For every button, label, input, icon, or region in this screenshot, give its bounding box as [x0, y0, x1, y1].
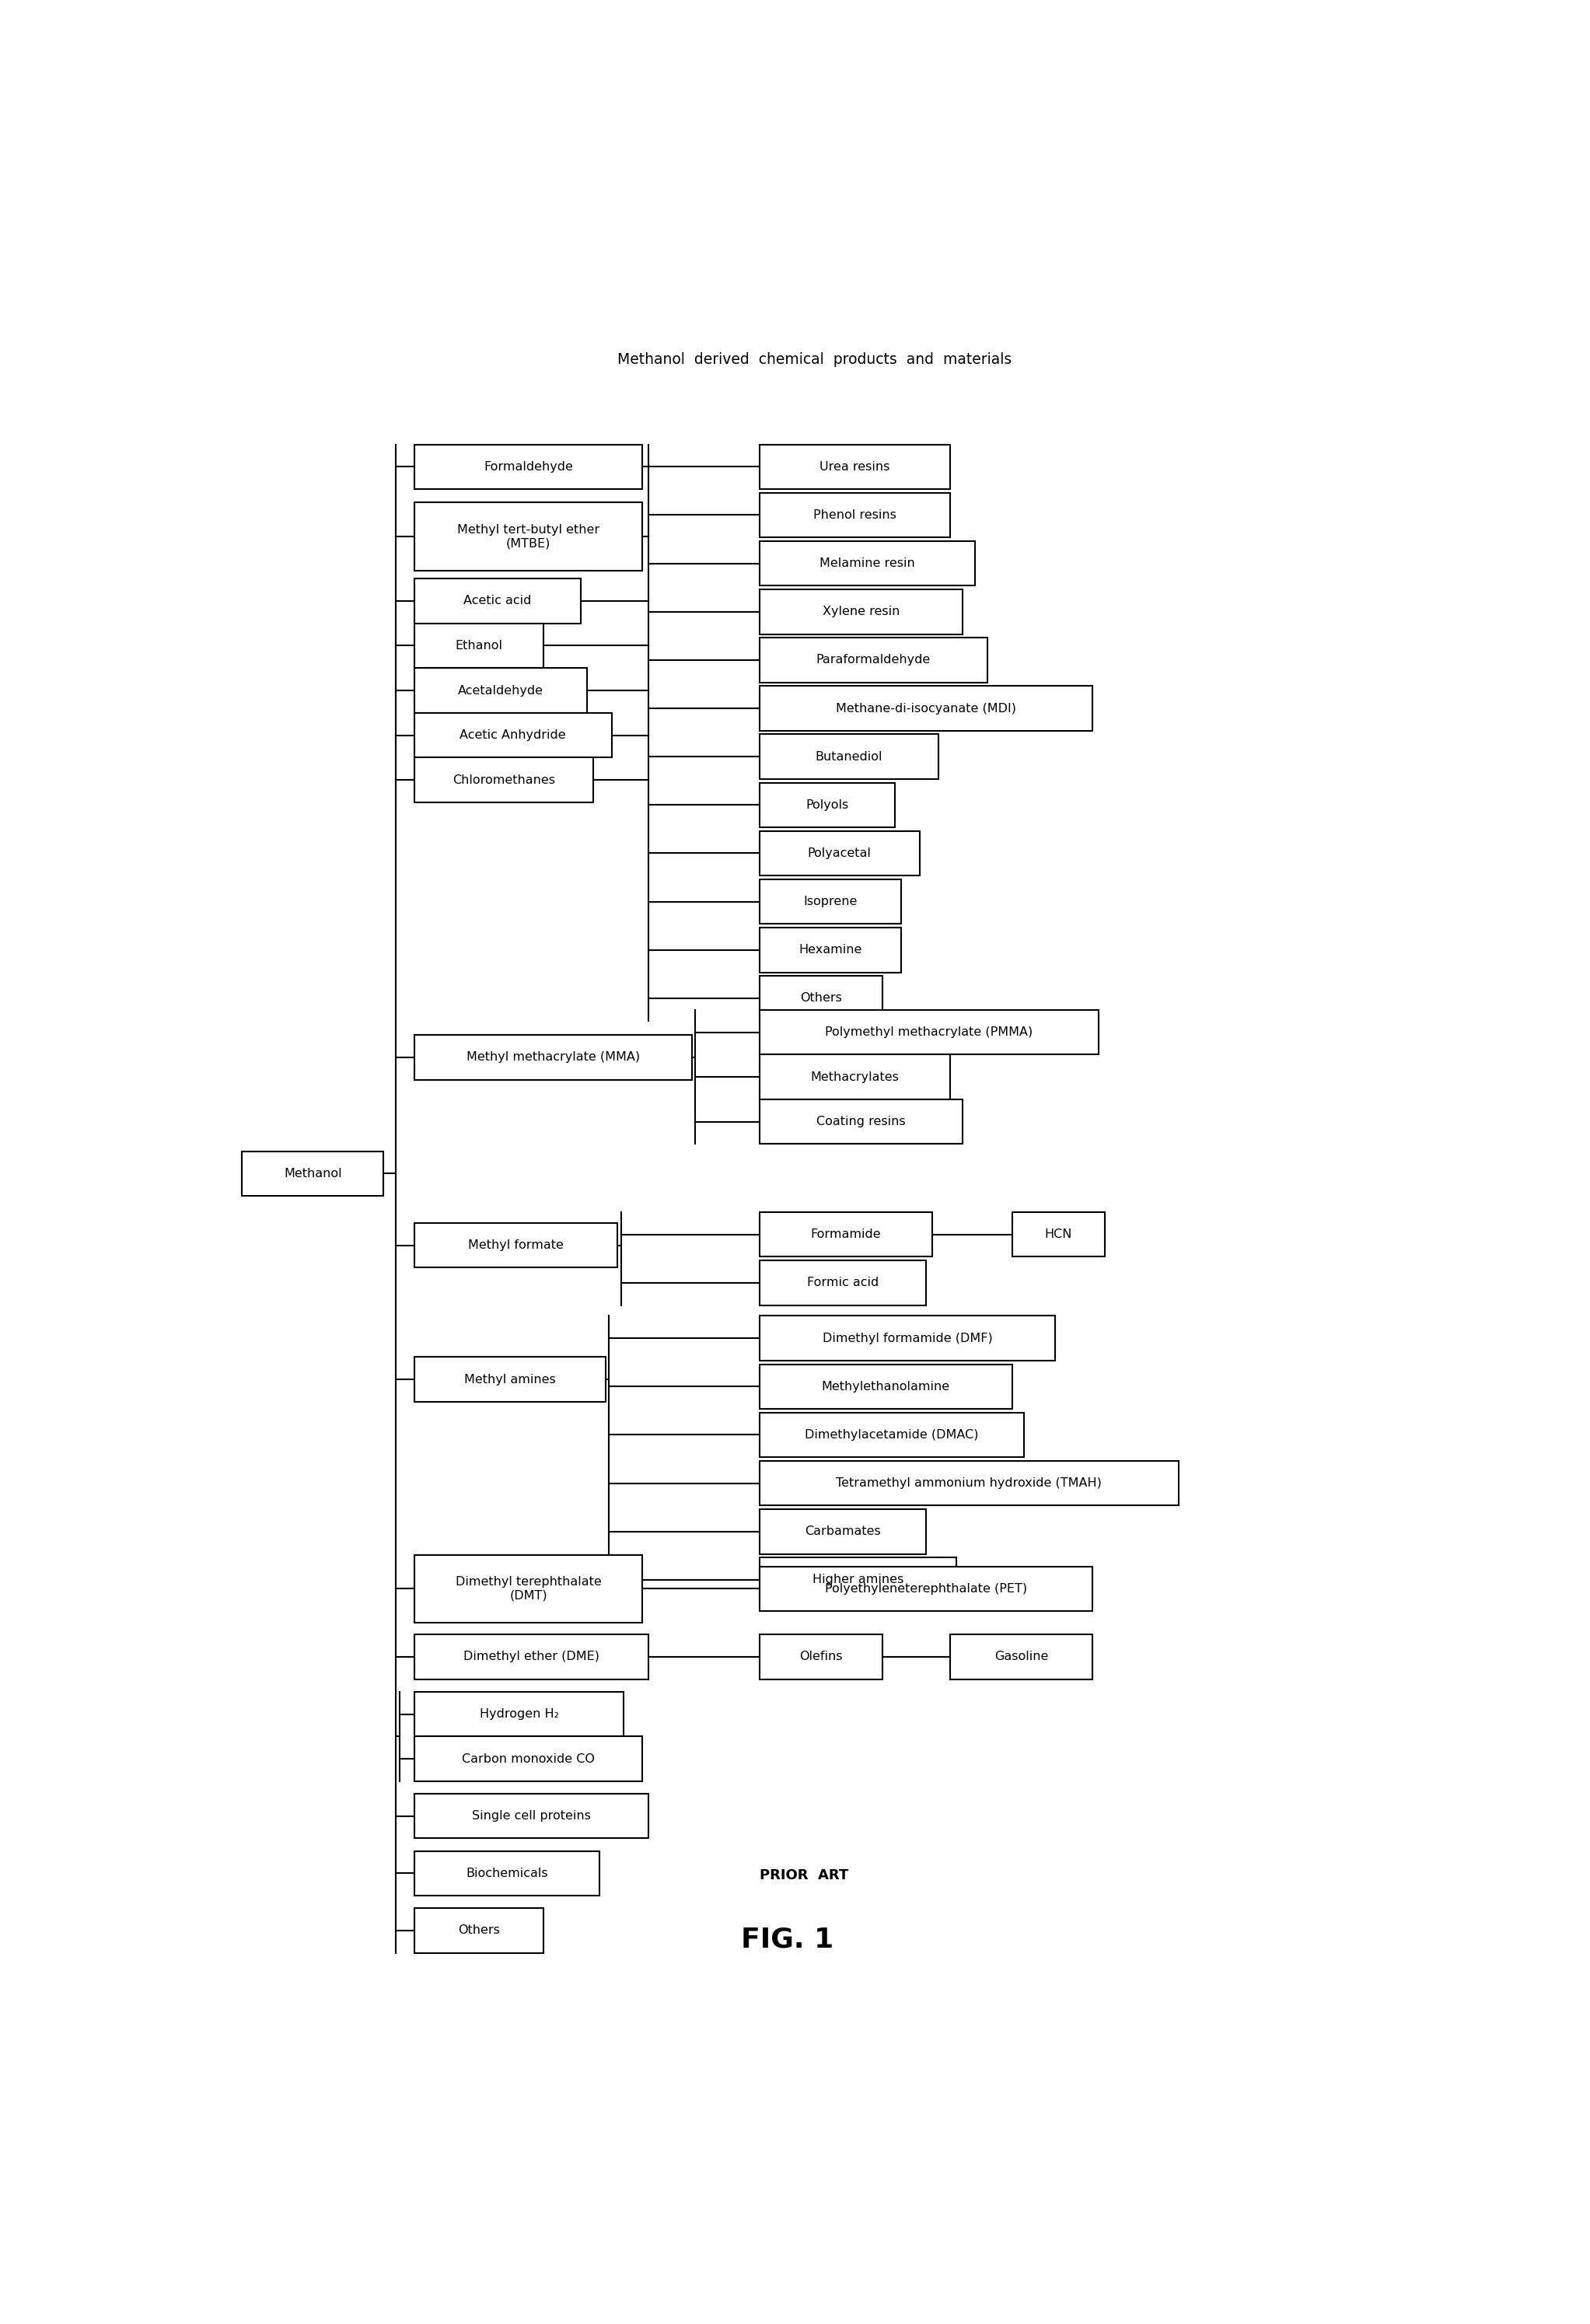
Text: Dimethyl formamide (DMF): Dimethyl formamide (DMF) [822, 1332, 992, 1343]
Text: Hydrogen H₂: Hydrogen H₂ [480, 1708, 558, 1720]
Text: Single cell proteins: Single cell proteins [472, 1810, 591, 1822]
Text: Phenol resins: Phenol resins [814, 509, 897, 521]
Text: Carbamates: Carbamates [805, 1525, 881, 1538]
FancyBboxPatch shape [415, 1555, 642, 1622]
FancyBboxPatch shape [415, 758, 593, 802]
Text: Methacrylates: Methacrylates [811, 1071, 900, 1083]
FancyBboxPatch shape [760, 1055, 951, 1099]
Text: PRIOR  ART: PRIOR ART [760, 1868, 847, 1882]
FancyBboxPatch shape [760, 1364, 1013, 1408]
Text: FIG. 1: FIG. 1 [741, 1927, 833, 1952]
Text: Urea resins: Urea resins [820, 460, 890, 472]
Text: Chloromethanes: Chloromethanes [453, 774, 555, 786]
Text: Methanol: Methanol [283, 1167, 342, 1181]
Text: Acetic Anhydride: Acetic Anhydride [460, 730, 566, 741]
FancyBboxPatch shape [760, 1315, 1056, 1360]
FancyBboxPatch shape [760, 783, 895, 827]
Text: Polyethyleneterephthalate (PET): Polyethyleneterephthalate (PET) [825, 1583, 1027, 1594]
FancyBboxPatch shape [760, 1508, 925, 1555]
FancyBboxPatch shape [760, 590, 962, 634]
Text: Methyl tert-butyl ether
(MTBE): Methyl tert-butyl ether (MTBE) [458, 523, 599, 548]
Text: Methyl formate: Methyl formate [469, 1239, 564, 1250]
Text: Formamide: Formamide [811, 1229, 881, 1241]
Text: Formic acid: Formic acid [806, 1276, 878, 1287]
Text: Polymethyl methacrylate (PMMA): Polymethyl methacrylate (PMMA) [825, 1027, 1034, 1039]
FancyBboxPatch shape [760, 444, 951, 488]
FancyBboxPatch shape [760, 927, 902, 971]
Text: Others: Others [458, 1924, 499, 1936]
FancyBboxPatch shape [760, 878, 902, 925]
Text: Higher amines: Higher amines [812, 1573, 903, 1585]
Text: Melamine resin: Melamine resin [819, 558, 914, 569]
FancyBboxPatch shape [760, 832, 919, 876]
FancyBboxPatch shape [760, 1011, 1099, 1055]
FancyBboxPatch shape [760, 637, 987, 683]
Text: Coating resins: Coating resins [817, 1116, 906, 1127]
Text: Xylene resin: Xylene resin [822, 607, 900, 618]
FancyBboxPatch shape [415, 1692, 623, 1736]
FancyBboxPatch shape [760, 493, 951, 537]
Text: Isoprene: Isoprene [803, 895, 857, 906]
FancyBboxPatch shape [760, 541, 975, 586]
FancyBboxPatch shape [415, 667, 587, 713]
FancyBboxPatch shape [760, 1557, 957, 1601]
FancyBboxPatch shape [951, 1634, 1092, 1680]
Text: Butanediol: Butanediol [816, 751, 882, 762]
Text: Acetic acid: Acetic acid [464, 595, 531, 607]
Text: Gasoline: Gasoline [994, 1650, 1048, 1662]
FancyBboxPatch shape [415, 623, 544, 667]
FancyBboxPatch shape [415, 502, 642, 572]
FancyBboxPatch shape [415, 579, 580, 623]
FancyBboxPatch shape [242, 1150, 383, 1197]
FancyBboxPatch shape [415, 1357, 606, 1401]
FancyBboxPatch shape [1013, 1213, 1105, 1257]
Text: Paraformaldehyde: Paraformaldehyde [816, 655, 930, 667]
FancyBboxPatch shape [760, 1566, 1092, 1611]
FancyBboxPatch shape [760, 1462, 1178, 1506]
FancyBboxPatch shape [760, 1413, 1024, 1457]
Text: Hexamine: Hexamine [798, 944, 862, 955]
FancyBboxPatch shape [415, 1908, 544, 1952]
Text: Formaldehyde: Formaldehyde [483, 460, 572, 472]
Text: Ethanol: Ethanol [455, 639, 502, 651]
Text: Dimethyl ether (DME): Dimethyl ether (DME) [463, 1650, 599, 1662]
Text: Dimethyl terephthalate
(DMT): Dimethyl terephthalate (DMT) [455, 1576, 601, 1601]
FancyBboxPatch shape [760, 734, 938, 779]
FancyBboxPatch shape [415, 444, 642, 488]
Text: HCN: HCN [1045, 1229, 1072, 1241]
FancyBboxPatch shape [760, 1260, 925, 1306]
Text: Polyacetal: Polyacetal [808, 848, 871, 860]
Text: Others: Others [800, 992, 843, 1004]
Text: Methylethanolamine: Methylethanolamine [822, 1380, 949, 1392]
Text: Methanol  derived  chemical  products  and  materials: Methanol derived chemical products and m… [617, 351, 1013, 367]
FancyBboxPatch shape [415, 1736, 642, 1780]
Text: Acetaldehyde: Acetaldehyde [458, 686, 544, 697]
Text: Polyols: Polyols [806, 799, 849, 811]
FancyBboxPatch shape [415, 1034, 692, 1081]
Text: Biochemicals: Biochemicals [466, 1868, 549, 1880]
Text: Tetramethyl ammonium hydroxide (TMAH): Tetramethyl ammonium hydroxide (TMAH) [836, 1478, 1102, 1490]
Text: Methyl methacrylate (MMA): Methyl methacrylate (MMA) [466, 1050, 639, 1062]
FancyBboxPatch shape [415, 713, 612, 758]
FancyBboxPatch shape [760, 1634, 882, 1680]
Text: Carbon monoxide CO: Carbon monoxide CO [463, 1752, 595, 1764]
Text: Methyl amines: Methyl amines [464, 1373, 555, 1385]
Text: Methane-di-isocyanate (MDI): Methane-di-isocyanate (MDI) [836, 702, 1016, 713]
FancyBboxPatch shape [760, 1099, 962, 1143]
FancyBboxPatch shape [415, 1634, 649, 1680]
FancyBboxPatch shape [415, 1850, 599, 1896]
Text: Dimethylacetamide (DMAC): Dimethylacetamide (DMAC) [805, 1429, 979, 1441]
FancyBboxPatch shape [415, 1222, 617, 1267]
FancyBboxPatch shape [760, 1213, 932, 1257]
FancyBboxPatch shape [760, 686, 1092, 730]
FancyBboxPatch shape [760, 976, 882, 1020]
Text: Olefins: Olefins [800, 1650, 843, 1662]
FancyBboxPatch shape [415, 1794, 649, 1838]
